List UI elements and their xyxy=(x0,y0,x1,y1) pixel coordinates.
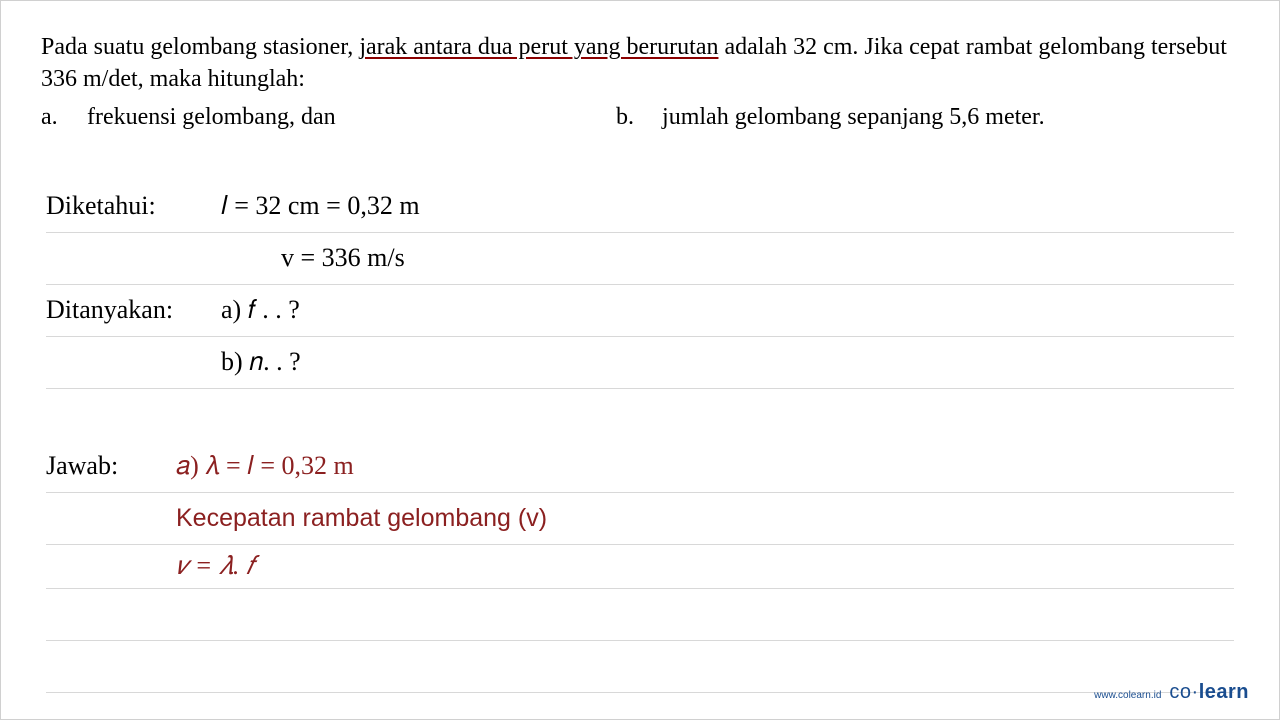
diketahui-label: Diketahui: xyxy=(46,191,221,221)
option-a: a. frekuensi gelombang, dan xyxy=(41,104,616,131)
row-ditanyakan-2: b) 𝑛. . ? xyxy=(46,337,1234,389)
question-text: Pada suatu gelombang stasioner, jarak an… xyxy=(41,31,1239,96)
row-diketahui-2: v = 336 m/s xyxy=(46,233,1234,285)
content-area: Pada suatu gelombang stasioner, jarak an… xyxy=(1,1,1279,713)
footer: www.colearn.id co·learn xyxy=(1094,681,1249,704)
option-a-letter: a. xyxy=(41,104,81,131)
row-jawab-2: Kecepatan rambat gelombang (v) xyxy=(46,493,1234,545)
question-underlined: jarak antara dua perut yang berurutan xyxy=(359,34,718,60)
footer-url: www.colearn.id xyxy=(1094,690,1161,701)
jawab-a: 𝑎) 𝜆 = 𝑙 = 0,32 m xyxy=(176,451,1234,482)
jawab-b-title: Kecepatan rambat gelombang (v) xyxy=(176,504,1234,533)
option-a-text: frekuensi gelombang, dan xyxy=(87,104,336,130)
row-diketahui-1: Diketahui: 𝑙 = 32 cm = 0,32 m xyxy=(46,181,1234,233)
footer-logo: co·learn xyxy=(1169,681,1249,704)
row-gap xyxy=(46,389,1234,441)
ditanyakan-label: Ditanyakan: xyxy=(46,295,221,325)
question-part1: Pada suatu gelombang stasioner, xyxy=(41,34,359,60)
option-b-letter: b. xyxy=(616,104,656,131)
row-empty-2 xyxy=(46,641,1234,693)
row-empty-1 xyxy=(46,589,1234,641)
logo-dot: · xyxy=(1192,681,1199,703)
diketahui-val1: 𝑙 = 32 cm = 0,32 m xyxy=(221,191,1234,222)
row-jawab-3: 𝑣 = 𝜆. 𝑓 xyxy=(46,545,1234,589)
row-jawab-1: Jawab: 𝑎) 𝜆 = 𝑙 = 0,32 m xyxy=(46,441,1234,493)
diketahui-val2: v = 336 m/s xyxy=(221,243,1234,273)
work-area: Diketahui: 𝑙 = 32 cm = 0,32 m v = 336 m/… xyxy=(41,181,1239,693)
row-ditanyakan-1: Ditanyakan: a) 𝑓 . . ? xyxy=(46,285,1234,337)
options-row: a. frekuensi gelombang, dan b. jumlah ge… xyxy=(41,104,1239,131)
logo-post: learn xyxy=(1199,681,1249,703)
jawab-b-eq: 𝑣 = 𝜆. 𝑓 xyxy=(176,551,1234,582)
jawab-label: Jawab: xyxy=(46,451,176,481)
ditanyakan-val1: a) 𝑓 . . ? xyxy=(221,295,1234,326)
option-b-text: jumlah gelombang sepanjang 5,6 meter. xyxy=(662,104,1045,130)
logo-pre: co xyxy=(1169,681,1191,703)
ditanyakan-val2: b) 𝑛. . ? xyxy=(221,347,1234,378)
option-b: b. jumlah gelombang sepanjang 5,6 meter. xyxy=(616,104,1239,131)
